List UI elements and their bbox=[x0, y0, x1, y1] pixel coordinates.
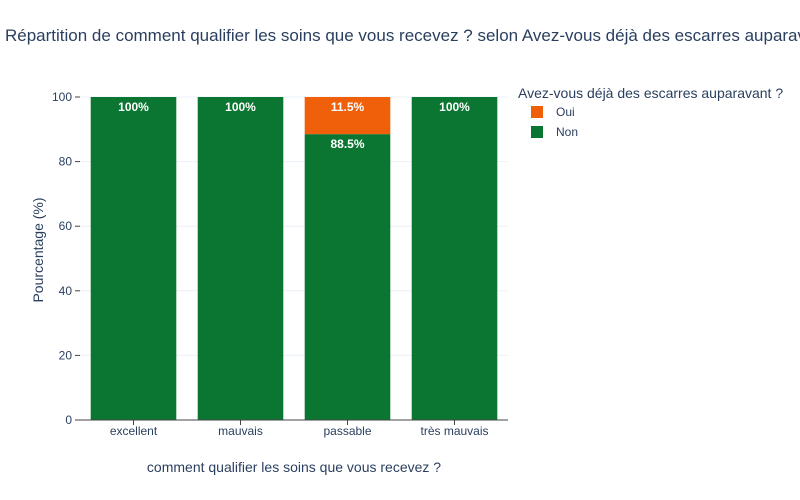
x-tick-label: passable bbox=[323, 424, 371, 438]
x-tick-label: excellent bbox=[110, 424, 158, 438]
legend-swatch-oui[interactable] bbox=[531, 106, 543, 118]
legend-items[interactable]: Oui Non bbox=[531, 105, 578, 139]
x-tick-label: très mauvais bbox=[420, 424, 488, 438]
y-axis-label: Pourcentage (%) bbox=[30, 197, 46, 302]
bar-value-label: 100% bbox=[225, 100, 256, 114]
y-tick-label: 20 bbox=[59, 348, 73, 362]
y-ticks: 0 20 40 60 80 100 bbox=[52, 90, 80, 427]
bar-non-3[interactable] bbox=[411, 97, 498, 420]
bars bbox=[90, 97, 498, 420]
x-axis-label: comment qualifier les soins que vous rec… bbox=[147, 459, 441, 475]
bar-labels: 100% 100% 88.5% 11.5% 100% bbox=[118, 100, 470, 151]
bar-non-1[interactable] bbox=[197, 97, 284, 420]
bar-non-2[interactable] bbox=[304, 134, 391, 420]
legend-label-oui[interactable]: Oui bbox=[556, 105, 575, 119]
bar-non-0[interactable] bbox=[90, 97, 177, 420]
chart-title: Répartition de comment qualifier les soi… bbox=[5, 26, 800, 45]
legend-label-non[interactable]: Non bbox=[556, 125, 578, 139]
y-tick-label: 40 bbox=[59, 284, 73, 298]
x-ticks: excellent mauvais passable très mauvais bbox=[110, 420, 489, 438]
y-tick-label: 100 bbox=[52, 90, 72, 104]
y-tick-label: 60 bbox=[59, 219, 73, 233]
legend[interactable]: Avez-vous déjà des escarres auparavant ?… bbox=[518, 85, 783, 139]
bar-oui-2[interactable] bbox=[304, 97, 391, 135]
y-tick-label: 0 bbox=[65, 413, 72, 427]
y-tick-label: 80 bbox=[59, 155, 73, 169]
bar-value-label: 88.5% bbox=[330, 137, 364, 151]
bar-value-label: 100% bbox=[439, 100, 470, 114]
x-tick-label: mauvais bbox=[218, 424, 263, 438]
bar-value-label: 11.5% bbox=[331, 100, 365, 114]
bar-value-label: 100% bbox=[118, 100, 149, 114]
legend-swatch-non[interactable] bbox=[531, 126, 543, 138]
legend-title: Avez-vous déjà des escarres auparavant ? bbox=[518, 85, 783, 101]
